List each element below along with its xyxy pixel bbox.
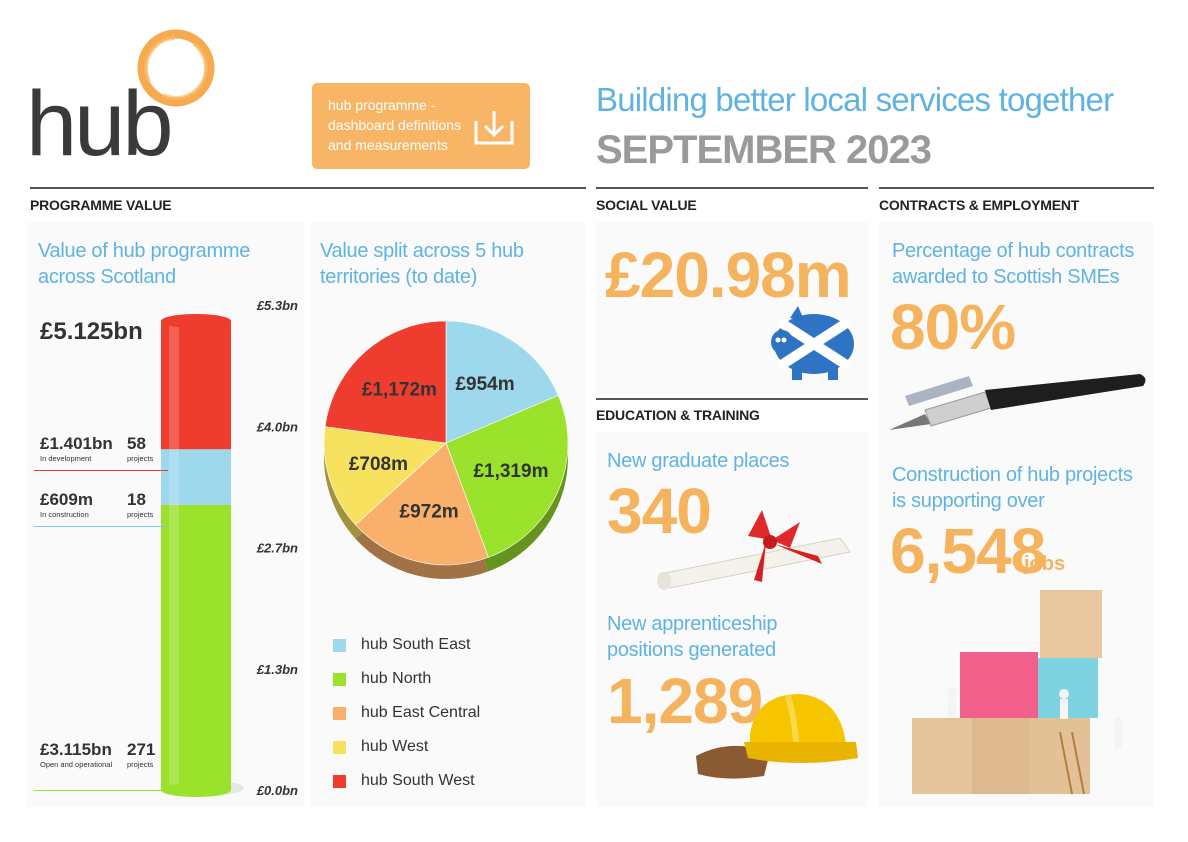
y-tick-label: £5.3bn <box>256 300 298 313</box>
legend-swatch <box>333 673 346 686</box>
stat-construction-label: In construction <box>40 510 89 519</box>
section-education-training: EDUCATION & TRAINING <box>596 407 760 423</box>
section-social-value: SOCIAL VALUE <box>596 197 697 213</box>
jobs-unit: jobs <box>1024 553 1066 575</box>
pie-slice <box>445 394 569 558</box>
divider <box>596 398 868 400</box>
sme-percentage: 80% <box>890 291 1016 363</box>
hard-hat-icon <box>696 694 858 779</box>
pie-value-label: £972m <box>400 502 459 523</box>
stat-operational-count: 271 <box>127 740 156 759</box>
y-tick-label: £2.7bn <box>256 541 298 556</box>
pie-slice <box>354 442 489 566</box>
column-cap <box>161 314 231 329</box>
stat-development-count: 58 <box>127 434 146 453</box>
legend-swatch <box>333 639 346 652</box>
legend-label: hub North <box>361 670 432 687</box>
y-tick-label: £4.0bn <box>256 419 298 434</box>
construction-marker-line <box>34 526 168 527</box>
graduate-value: 340 <box>607 475 712 547</box>
legend-label: hub East Central <box>361 704 481 721</box>
operational-marker-line <box>34 790 168 791</box>
pie-slice <box>445 320 559 444</box>
development-marker-line <box>34 470 168 471</box>
y-tick-label: £1.3bn <box>256 662 298 677</box>
column-highlight <box>169 321 179 450</box>
apprentice-label-line-1: New apprenticeship <box>607 613 778 635</box>
download-line-1: hub programme - <box>328 97 436 113</box>
stat-operational-count-label: projects <box>127 760 154 769</box>
pie-slice <box>323 426 447 526</box>
pie-value-label: £954m <box>455 374 514 395</box>
column-highlight <box>169 449 179 505</box>
territories-title-line-2: territories (to date) <box>320 266 478 288</box>
stat-operational-value: £3.115bn <box>40 740 112 759</box>
stat-construction-value: £609m <box>40 490 93 509</box>
apprentice-label-line-2: positions generated <box>607 639 776 661</box>
column-segment: Open and operational <box>161 504 231 790</box>
diploma-icon <box>657 510 851 590</box>
programme-total: £5.125bn <box>40 318 143 345</box>
pie-slice <box>324 320 447 444</box>
column-highlight <box>169 504 179 790</box>
divider <box>879 187 1154 189</box>
y-tick-label: £0.0bn <box>256 783 298 798</box>
column-base <box>161 783 231 797</box>
piggy-bank-icon <box>771 306 854 380</box>
social-value-amount: £20.98m <box>605 239 852 311</box>
jobs-label-line-1: Construction of hub projects <box>892 464 1133 486</box>
stat-construction-count: 18 <box>127 490 146 509</box>
column-segment: In development <box>161 321 231 450</box>
legend-label: hub South East <box>361 636 471 653</box>
programme-title-line-1: Value of hub programme <box>38 240 251 262</box>
stat-development-value: £1.401bn <box>40 434 113 453</box>
stat-construction-count-label: projects <box>127 510 154 519</box>
column-segment: In construction <box>161 449 231 505</box>
apprentice-value: 1,289 <box>607 665 763 737</box>
territories-pie-chart: £954m £1,319m £972m £708m £1,172m <box>323 320 569 579</box>
building-blocks-icon <box>912 590 1123 795</box>
logo-ring-icon <box>137 29 215 107</box>
divider <box>596 187 868 189</box>
page-date: SEPTEMBER 2023 <box>596 128 932 172</box>
legend-swatch <box>333 707 346 720</box>
pie-value-label: £708m <box>349 454 408 475</box>
sme-label-line-1: Percentage of hub contracts <box>892 240 1135 262</box>
stat-development-count-label: projects <box>127 454 154 463</box>
sme-label-line-2: awarded to Scottish SMEs <box>892 266 1120 288</box>
divider <box>30 187 586 189</box>
download-line-2: dashboard definitions <box>328 117 462 133</box>
legend-label: hub South West <box>361 772 475 789</box>
jobs-label-line-2: is supporting over <box>892 490 1045 512</box>
legend-label: hub West <box>361 738 429 755</box>
stat-operational-label: Open and operational <box>40 760 113 769</box>
stat-development-label: In development <box>40 454 92 463</box>
territories-title-line-1: Value split across 5 hub <box>320 240 524 262</box>
download-line-3: and measurements <box>328 137 448 153</box>
legend-swatch <box>333 741 346 754</box>
section-contracts-employment: CONTRACTS & EMPLOYMENT <box>879 197 1080 213</box>
download-definitions-button[interactable]: hub programme - dashboard definitions an… <box>312 83 530 169</box>
section-programme-value: PROGRAMME VALUE <box>30 197 172 213</box>
programme-column-chart: Open and operationalIn constructionIn de… <box>161 300 298 798</box>
graduate-label: New graduate places <box>607 450 790 472</box>
pie-value-label: £1,319m <box>473 461 548 482</box>
page-title: Building better local services together <box>596 81 1114 118</box>
download-icon <box>474 111 514 145</box>
programme-title-line-2: across Scotland <box>38 266 176 288</box>
jobs-value: 6,548 <box>890 515 1046 587</box>
legend-swatch <box>333 775 346 788</box>
logo-text: hub <box>26 73 173 175</box>
pie-value-label: £1,172m <box>362 380 437 401</box>
fountain-pen-icon <box>889 374 1146 430</box>
